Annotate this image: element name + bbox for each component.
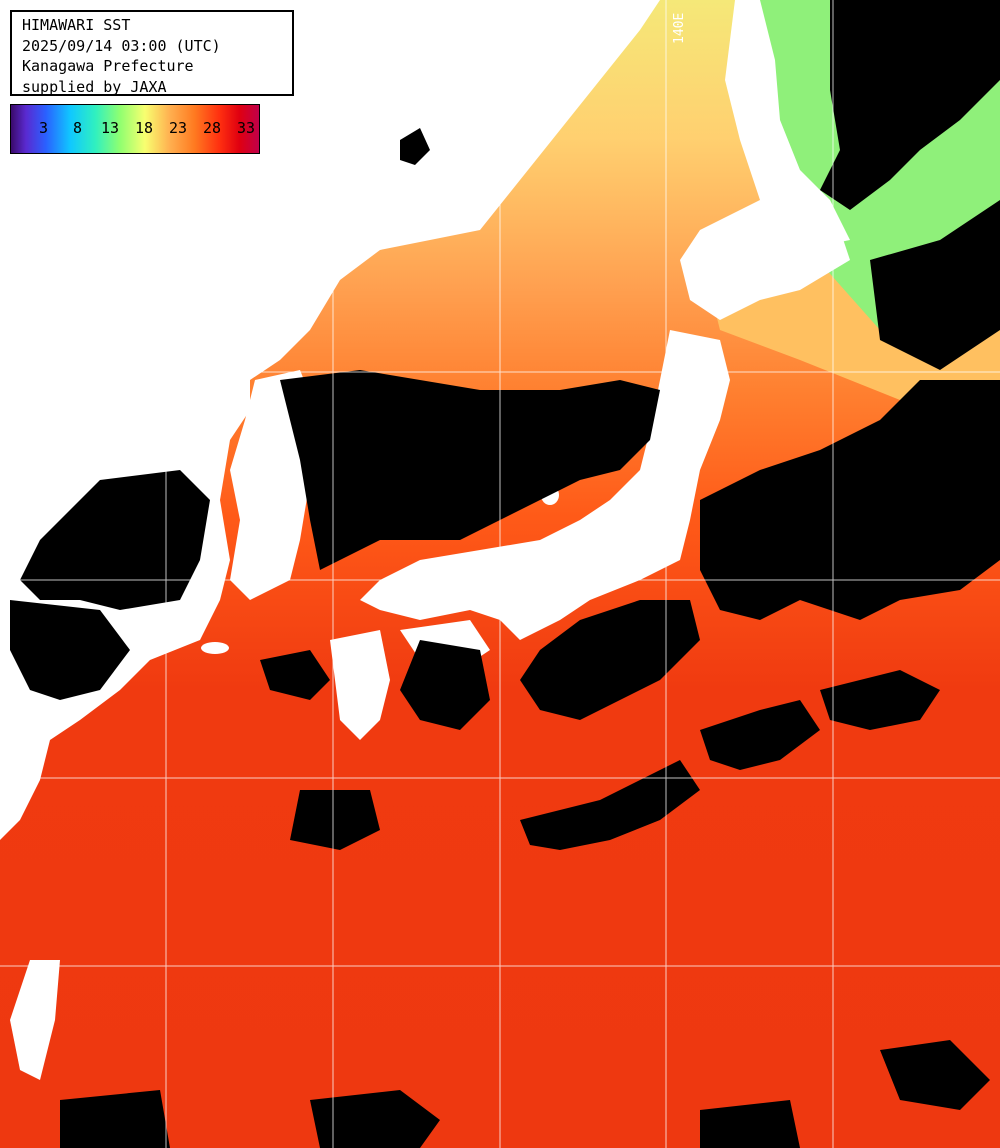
legend-tick: 33 [237, 119, 256, 137]
china-coast [0, 420, 70, 600]
taiwan-island [10, 960, 60, 1080]
hokkaido-island [680, 200, 850, 320]
legend-tick: 28 [203, 119, 222, 137]
sakhalin-island [725, 0, 850, 250]
product-title: HIMAWARI SST [22, 16, 131, 34]
region-name: Kanagawa Prefecture [22, 57, 194, 75]
honshu-island [360, 330, 730, 640]
info-box: HIMAWARI SST 2025/09/14 03:00 (UTC) Kana… [10, 10, 294, 96]
legend-tick: 23 [169, 119, 188, 137]
timestamp: 2025/09/14 03:00 (UTC) [22, 36, 221, 55]
kyushu-island [330, 630, 390, 740]
asia-mainland [0, 0, 660, 840]
jeju-island [201, 642, 229, 654]
data-credit: supplied by JAXA [22, 77, 167, 96]
lat-label-30n: 30N [16, 761, 40, 776]
legend-tick: 13 [101, 119, 120, 137]
legend-tick: 18 [135, 119, 154, 137]
legend-tick: 3 [39, 119, 49, 137]
legend-tick: 8 [73, 119, 83, 137]
temperature-legend: 3 8 13 18 23 28 33 [10, 104, 260, 154]
lat-label-40n: 40N [16, 354, 40, 369]
legend-ticks: 3 8 13 18 23 28 33 [11, 105, 259, 153]
lon-label-140e: 140E [672, 12, 687, 44]
cloud-cover [10, 0, 1000, 1148]
